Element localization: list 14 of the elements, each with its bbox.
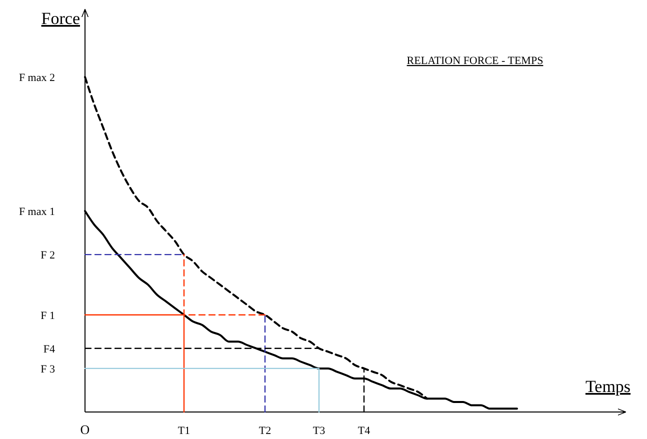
x-tick-label: T3 (312, 425, 326, 437)
chart-title: RELATION FORCE - TEMPS (406, 55, 544, 67)
annotation: F 1 (40, 310, 55, 322)
x-axis-title: Temps (585, 377, 631, 396)
annotation: F max 1 (18, 206, 55, 218)
annotation: F4 (43, 343, 56, 356)
y-axis-title: Force (41, 9, 80, 28)
annotation: F 2 (40, 250, 55, 262)
annotation: F max 2 (18, 72, 55, 84)
x-tick-label: T1 (178, 425, 190, 437)
x-tick-label: T4 (358, 425, 371, 437)
annotation: F 3 (40, 363, 56, 376)
x-tick-label: T2 (258, 425, 272, 437)
x-tick-label: O (80, 422, 90, 437)
